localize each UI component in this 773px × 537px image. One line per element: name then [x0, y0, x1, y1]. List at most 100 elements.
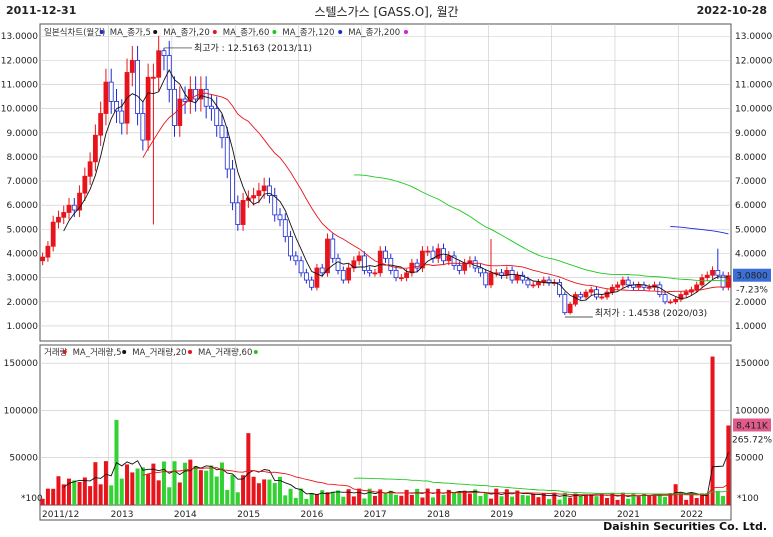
volume-bar: [568, 497, 573, 505]
candle-body: [224, 137, 230, 170]
x-tick-label: 2011/12: [42, 510, 79, 520]
volume-bar: [641, 493, 646, 505]
volume-bar: [262, 479, 267, 505]
candle-body: [325, 238, 330, 274]
volume-bar: [452, 492, 457, 505]
candle-body: [435, 248, 441, 259]
volume-bar: [256, 483, 261, 505]
volume-bar: [283, 495, 288, 505]
low-note: 최저가 : 1.4538 (2020/03): [595, 308, 707, 319]
candle-body: [261, 185, 267, 192]
volume-bar: [446, 489, 451, 505]
candle-body: [546, 279, 552, 283]
candle-body: [446, 255, 452, 262]
candle-body: [240, 199, 246, 225]
volume-bar: [578, 495, 583, 505]
volume-bar: [504, 489, 509, 505]
volume-bar: [710, 356, 715, 505]
volume-tick-left: 50000: [9, 454, 38, 464]
volume-bar: [45, 488, 50, 505]
price-tick-right: 9.0000: [735, 129, 767, 139]
volume-bar: [119, 478, 124, 505]
price-legend-dot: [338, 30, 343, 34]
volume-bar: [388, 490, 393, 505]
volume-bar: [425, 488, 430, 505]
high-note: 최고가 : 12.5163 (2013/11): [194, 43, 312, 54]
volume-bar: [620, 492, 625, 505]
volume-bar: [557, 499, 562, 505]
candle-body: [98, 113, 104, 136]
volume-bar: [594, 496, 599, 505]
candle-body: [288, 236, 293, 257]
volume-bar: [699, 493, 704, 505]
volume-bar: [109, 485, 114, 505]
price-tick-left: 1.0000: [7, 322, 39, 332]
candle-body: [572, 294, 578, 305]
volume-legend-dot: [62, 350, 67, 354]
candle-body: [567, 303, 573, 314]
x-tick-label: 2013: [111, 510, 134, 520]
last-volume-box: [733, 418, 771, 432]
chart-title: 스텔스가스 [GASS.O], 월간: [314, 5, 459, 19]
candle-body: [66, 204, 72, 213]
volume-bar: [647, 495, 652, 505]
candle-body: [615, 284, 620, 288]
volume-bar: [626, 498, 631, 505]
candle-body: [657, 284, 663, 295]
candle-body: [309, 279, 315, 288]
x-tick-label: 2021: [617, 510, 640, 520]
last-volume-change: 265.72%: [732, 435, 772, 445]
candle-body: [420, 250, 425, 269]
candle-body: [209, 105, 214, 110]
last-price-box: [733, 268, 771, 282]
price-tick-right: 10.0000: [735, 105, 772, 115]
candle-body: [604, 291, 610, 298]
candle-body: [219, 125, 225, 139]
candle-body: [56, 216, 61, 223]
volume-bar: [636, 496, 641, 505]
price-tick-left: 11.0000: [1, 81, 38, 91]
x-tick-label: 2017: [364, 510, 387, 520]
candle-body: [488, 272, 494, 286]
candle-body: [282, 219, 288, 238]
candle-body: [456, 265, 462, 271]
volume-bar: [615, 499, 620, 505]
candle-body: [61, 212, 67, 218]
price-legend-label: MA_종가,60: [223, 28, 270, 38]
candle-body: [704, 274, 710, 279]
candle-body: [166, 55, 172, 90]
x-tick-label: 2014: [174, 510, 197, 520]
volume-bar: [362, 498, 367, 505]
candle-body: [351, 260, 357, 269]
volume-legend-label: MA_거래량,60: [198, 347, 252, 358]
candle-body: [182, 98, 188, 102]
ma20-line: [142, 92, 729, 293]
candle-body: [398, 277, 404, 280]
volume-bar: [314, 494, 319, 505]
candle-body: [319, 267, 325, 274]
price-tick-left: 13.0000: [1, 32, 38, 42]
price-tick-right: 7.0000: [735, 177, 767, 187]
volume-bar: [309, 493, 314, 505]
volume-bar: [367, 488, 372, 505]
candle-body: [372, 272, 378, 275]
candle-body: [636, 284, 642, 288]
candle-body: [87, 161, 93, 177]
price-legend-label: 일본식차트(월간): [44, 27, 105, 38]
volume-bar: [715, 491, 720, 505]
volume-bar: [552, 492, 557, 505]
candle-body: [594, 289, 599, 298]
candle-body: [673, 298, 679, 303]
volume-unit-left: *100: [21, 494, 43, 504]
volume-bar: [272, 483, 277, 505]
candle-body: [478, 267, 483, 274]
volume-bar: [225, 490, 230, 505]
volume-bar: [135, 468, 140, 505]
volume-bar: [304, 498, 309, 505]
candle-body: [588, 289, 594, 293]
volume-bar: [151, 463, 156, 505]
price-tick-right: 1.0000: [735, 322, 767, 332]
volume-bar: [277, 476, 283, 505]
volume-bar: [473, 489, 478, 505]
